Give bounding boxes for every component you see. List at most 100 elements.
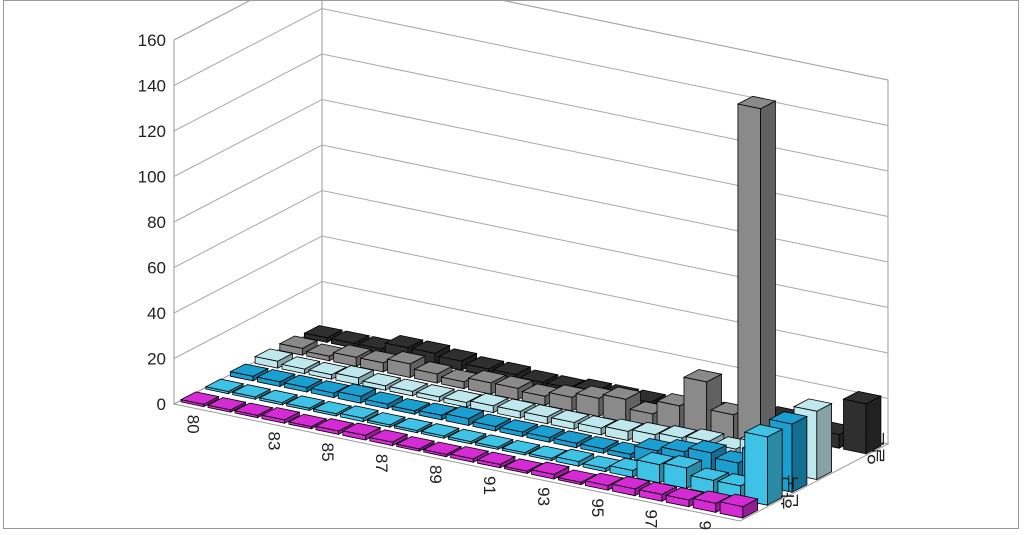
gridline: [173, 189, 889, 308]
bar: [206, 397, 247, 413]
bar-top: [528, 445, 568, 459]
series-label: 일본: [866, 430, 888, 465]
bar-top: [584, 472, 624, 487]
bar: [476, 451, 517, 469]
bar-top: [258, 389, 299, 404]
bar: [388, 378, 429, 397]
bar-top: [638, 481, 678, 495]
bar-top: [494, 375, 534, 389]
series-labels: 한국 일본: [780, 430, 888, 510]
bar-top: [413, 361, 454, 375]
bar-top: [552, 430, 593, 444]
bar: [278, 335, 319, 356]
bar: [314, 418, 355, 436]
bar-top: [743, 424, 784, 438]
bar-top: [687, 440, 728, 454]
bar-top: [422, 441, 463, 455]
bar-top: [736, 95, 777, 110]
bar-top: [525, 424, 566, 439]
bar-top: [260, 407, 301, 421]
bar-top: [229, 363, 270, 377]
bar-top: [631, 421, 672, 436]
bar: [260, 407, 301, 424]
bar-top: [364, 391, 404, 405]
bar-top: [449, 446, 490, 460]
gridline: [173, 280, 889, 399]
bar-top: [471, 413, 512, 427]
bar-top: [554, 448, 595, 463]
bar: [498, 419, 539, 438]
y-tick-label: 0: [157, 395, 166, 414]
chart-frame: 0 20 40 60 80 100 120 140 160 80 83 85 87 89 91 93 95 97…: [3, 0, 1019, 530]
bar-top: [464, 356, 505, 370]
bar: [341, 422, 382, 441]
gridline: [173, 53, 889, 172]
bar-top: [395, 436, 436, 450]
bar-front: [843, 398, 867, 455]
bar-top: [206, 397, 247, 411]
bar-top: [792, 398, 833, 412]
bar-top: [280, 356, 321, 370]
bar: [179, 391, 220, 408]
bar-top: [334, 365, 375, 379]
x-tick-label: 83: [264, 432, 283, 451]
bar-top: [550, 409, 591, 423]
bar-top: [768, 411, 809, 425]
bar: [496, 398, 537, 419]
bar: [283, 374, 323, 393]
gridline: [173, 7, 889, 126]
bar-top: [314, 418, 355, 432]
bar-top: [384, 334, 424, 349]
bar-top: [278, 335, 319, 349]
y-tick-label: 20: [147, 350, 166, 369]
bar-top: [635, 451, 676, 466]
bar-top: [557, 469, 598, 483]
bar-top: [310, 380, 350, 394]
bar-top: [577, 415, 618, 429]
bar: [285, 395, 326, 412]
bars: [179, 95, 883, 519]
bar: [364, 391, 404, 410]
x-tick-label: 93: [534, 487, 553, 506]
x-tick-label: 80: [184, 415, 203, 434]
bar: [525, 424, 566, 443]
bar: [229, 363, 270, 382]
bar: [552, 430, 593, 449]
x-tick-label: 97: [642, 509, 661, 528]
y-axis-ticks: 0 20 40 60 80 100 120 140 160: [138, 31, 166, 414]
y-tick-label: 140: [138, 77, 166, 96]
bar-top: [689, 467, 730, 481]
bar-top: [231, 384, 272, 398]
bar-top: [287, 413, 328, 428]
bar-top: [341, 422, 382, 436]
bar-top: [842, 390, 883, 405]
bar: [332, 344, 373, 368]
gridline: [173, 1, 889, 81]
bar: [368, 429, 409, 447]
x-tick-label: 87: [372, 454, 391, 473]
bar-top: [474, 434, 514, 448]
x-tick-label: 99: [696, 521, 715, 530]
bar: [287, 413, 328, 430]
bar: [303, 325, 344, 344]
bar-top: [361, 372, 402, 387]
bar-top: [253, 348, 294, 362]
y-tick-label: 60: [147, 259, 166, 278]
bar: [449, 446, 490, 463]
bar-top: [496, 398, 537, 412]
bar-top: [285, 395, 326, 409]
bar: [530, 461, 571, 480]
bar-top: [602, 386, 642, 400]
bar: [842, 390, 883, 455]
bar: [253, 348, 294, 369]
bar-top: [604, 418, 645, 432]
bar-top: [579, 435, 620, 450]
bar3d-chart: 0 20 40 60 80 100 120 140 160 80 83 85 87 89 91 93 95 97…: [138, 1, 890, 530]
bar-top: [386, 351, 427, 365]
bar-top: [438, 348, 478, 362]
bar-top: [368, 429, 409, 443]
bar-top: [611, 476, 651, 490]
bar-top: [366, 412, 407, 426]
gridline: [173, 235, 889, 354]
bar-top: [256, 369, 296, 383]
